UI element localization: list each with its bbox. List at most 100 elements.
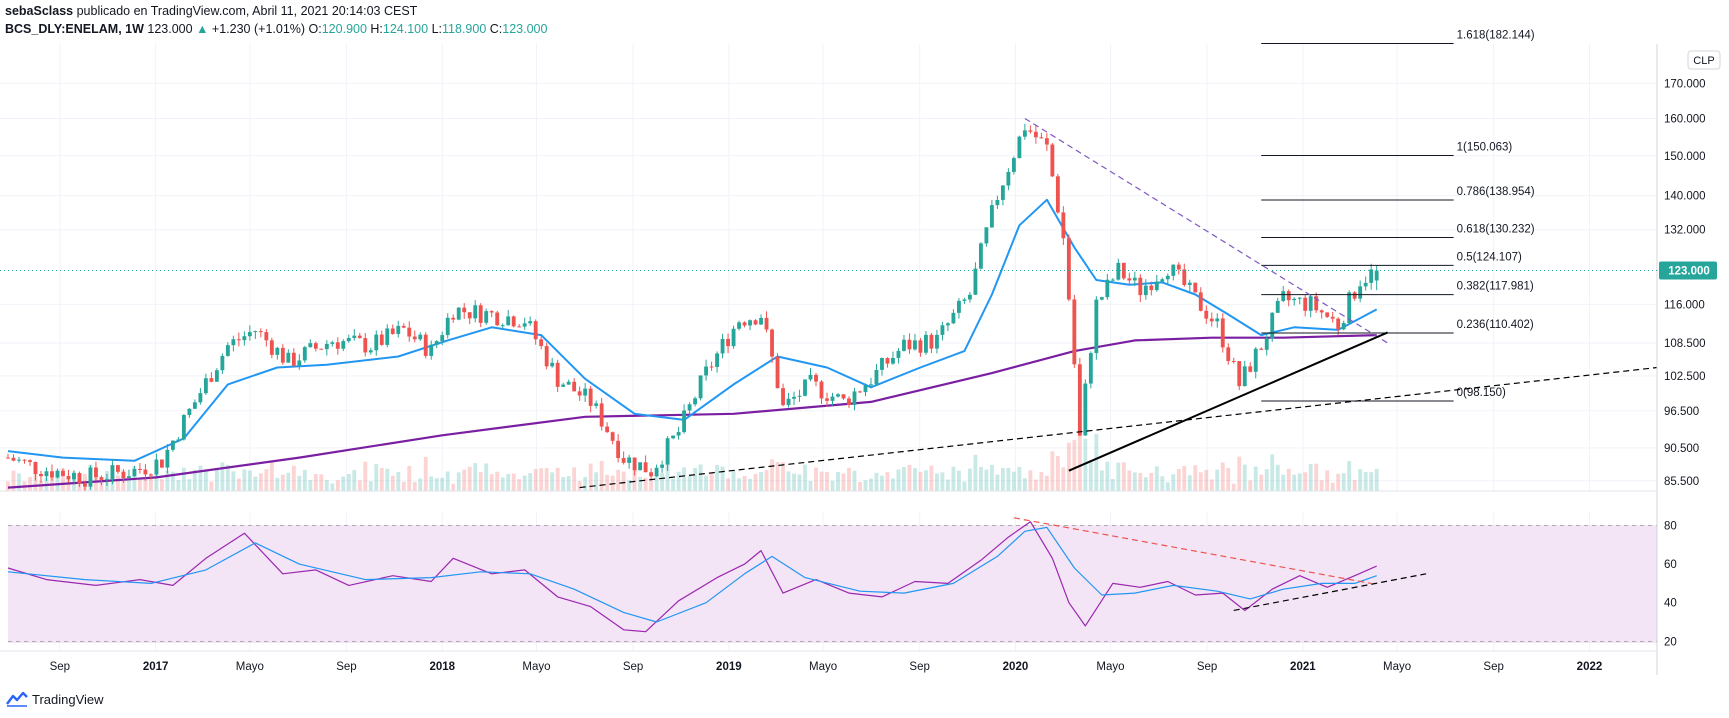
candle-body [247, 332, 252, 337]
volume-bar [429, 476, 434, 491]
candle-body [225, 345, 230, 356]
volume-bar [1011, 471, 1016, 491]
candle-body [445, 317, 450, 336]
volume-bar [1088, 461, 1093, 491]
volume-bar [253, 476, 258, 491]
candle-body [594, 403, 599, 406]
volume-bar [748, 478, 752, 491]
candle-body [50, 471, 54, 478]
currency-badge[interactable]: CLP [1687, 50, 1721, 70]
volume-bar [1242, 464, 1247, 491]
price-trendline[interactable] [1024, 117, 1388, 344]
candle-body [1171, 264, 1176, 276]
candle-body [368, 350, 373, 353]
volume-bar [319, 474, 324, 491]
candle-body [1303, 297, 1308, 311]
volume-bar [462, 469, 467, 491]
volume-bar [726, 478, 730, 491]
candle-body [1044, 138, 1049, 145]
candle-body [896, 350, 901, 358]
tradingview-branding[interactable]: TradingView [6, 691, 104, 707]
volume-bar [577, 480, 582, 491]
price-axis-tick-label: 150.000 [1664, 151, 1706, 163]
rsi-trendline[interactable] [1013, 517, 1372, 585]
candle-body [588, 388, 593, 406]
candle-body [1292, 298, 1297, 301]
candle-body [1127, 278, 1132, 281]
volume-bar [1017, 466, 1022, 491]
candle-body [1110, 279, 1115, 281]
volume-bar [1022, 478, 1027, 491]
candle-body [1358, 286, 1363, 299]
volume-bar [1358, 469, 1363, 491]
volume-bar [1237, 456, 1242, 491]
price-trendlines[interactable] [579, 117, 1658, 489]
candle-body [269, 340, 274, 355]
candle-body [841, 394, 846, 399]
time-axis-tick-label: 2018 [429, 661, 455, 673]
volume-bar [643, 477, 648, 491]
candle-body [1341, 322, 1346, 330]
volume-bar [258, 473, 263, 491]
candle-body [280, 347, 285, 363]
price-trendline[interactable] [579, 366, 1658, 489]
symbol-name[interactable]: BCS_DLY:ENELAM, 1W [5, 22, 144, 36]
candle-body [1259, 348, 1264, 350]
rsi-axis-tick-label: 20 [1664, 636, 1677, 648]
volume-bar [1072, 439, 1077, 491]
candle-body [1314, 296, 1319, 311]
candle-body [704, 366, 709, 376]
brand-name: TradingView [32, 691, 104, 707]
rsi-axis[interactable]: 80 60 40 20 [1664, 521, 1677, 649]
candle-body [715, 353, 719, 367]
volume-bar [176, 480, 181, 491]
price-axis-tick-label: 160.000 [1664, 113, 1706, 125]
candle-body [495, 312, 500, 326]
candle-body [781, 388, 785, 406]
current-price-label: 123.000 [1668, 266, 1710, 278]
volume-bar [847, 467, 851, 491]
candle-body [511, 316, 516, 327]
candle-body [929, 334, 934, 349]
author-name[interactable]: sebaSclass [5, 4, 74, 18]
candle-body [440, 335, 445, 342]
candle-body [995, 199, 1000, 206]
candle-body [159, 459, 164, 468]
volume-bar [17, 473, 21, 491]
volume-bar [1143, 477, 1148, 491]
time-axis[interactable]: Sep 2017 Mayo Sep 2018 Mayo Sep 2019 Mayo Sep 2020… [50, 661, 1603, 673]
volume-bar [907, 464, 912, 491]
candle-body [434, 341, 439, 345]
candle-body [1374, 270, 1379, 281]
price-axis[interactable]: 170.000 160.000 150.000 140.000 132.000 116.0… [1664, 78, 1706, 487]
volume-bar [346, 474, 351, 491]
rsi-trendline[interactable] [1233, 573, 1427, 612]
volume-bar [456, 472, 461, 491]
volume-bar [781, 462, 785, 491]
volume-bar [1132, 472, 1137, 491]
time-axis-tick-label: 2022 [1577, 661, 1603, 673]
volume-bar [1336, 473, 1341, 491]
volume-bar [66, 479, 71, 491]
symbol-legend: BCS_DLY:ENELAM, 1W 123.000 ▲ +1.230 (+1.… [5, 22, 547, 36]
candle-body [951, 312, 956, 324]
candle-body [693, 398, 698, 405]
candle-body [192, 402, 197, 409]
candle-body [533, 321, 538, 340]
volume-bar [852, 470, 857, 491]
volume-bar [984, 469, 989, 491]
volume-bar [786, 471, 791, 491]
candle-body [242, 336, 247, 341]
volume-bar [264, 469, 269, 491]
price-trendline[interactable] [1068, 331, 1389, 472]
candle-body [1237, 361, 1242, 387]
candle-body [1253, 348, 1258, 372]
rsi-trendlines[interactable] [1013, 517, 1427, 612]
volume-bar [1314, 463, 1319, 491]
candle-body [1363, 282, 1368, 287]
candle-body [627, 457, 632, 463]
candle-body [583, 388, 588, 396]
volume-bar [418, 478, 423, 491]
volume-bar [247, 470, 252, 491]
candle-body [94, 467, 98, 478]
